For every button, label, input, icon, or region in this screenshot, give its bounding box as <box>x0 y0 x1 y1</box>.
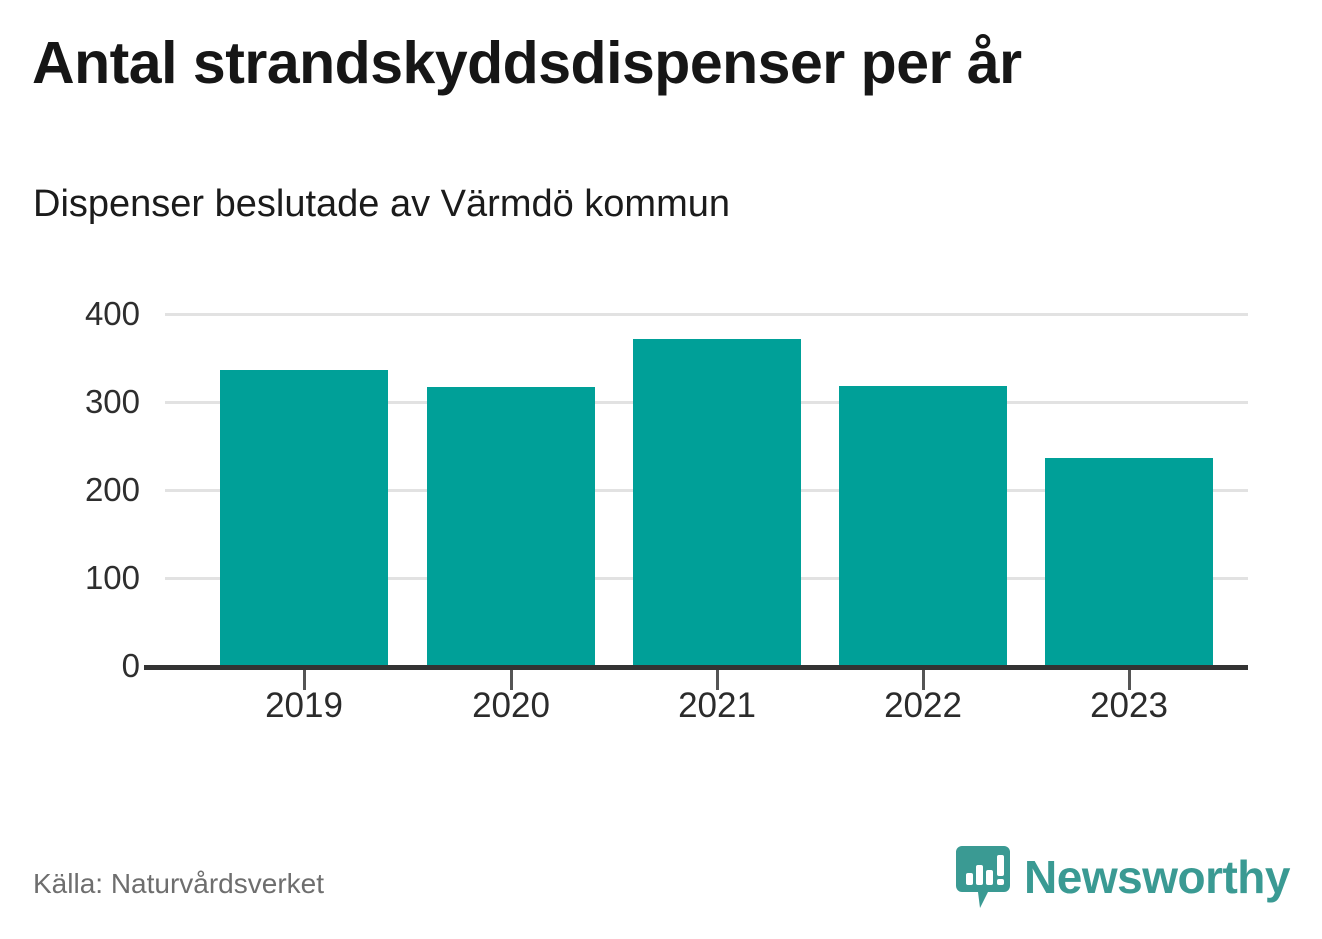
bar-2019[interactable] <box>220 370 388 665</box>
bar-2021[interactable] <box>633 339 801 665</box>
bar-2022[interactable] <box>839 386 1007 665</box>
x-axis-line <box>144 665 1248 670</box>
x-tick-2022 <box>922 670 925 690</box>
brand-name: Newsworthy <box>1024 851 1290 903</box>
bar-2023[interactable] <box>1045 458 1213 665</box>
y-tick-label-100: 100 <box>84 559 140 596</box>
x-tick-label-2021: 2021 <box>678 686 756 725</box>
x-tick-2021 <box>716 670 719 690</box>
page-title: Antal strandskyddsdispenser per år <box>32 30 1022 96</box>
gridline-400 <box>165 313 1248 316</box>
x-tick-label-2023: 2023 <box>1090 686 1168 725</box>
newsworthy-bars-speech-bubble-icon <box>956 846 1011 908</box>
x-tick-2019 <box>303 670 306 690</box>
x-tick-2020 <box>510 670 513 690</box>
source-note: Källa: Naturvårdsverket <box>33 868 325 899</box>
y-tick-label-300: 300 <box>84 383 140 420</box>
y-tick-label-200: 200 <box>84 471 140 508</box>
x-tick-label-2020: 2020 <box>472 686 550 725</box>
x-tick-label-2022: 2022 <box>884 686 962 725</box>
chart-subtitle: Dispenser beslutade av Värmdö kommun <box>33 183 731 225</box>
x-tick-2023 <box>1128 670 1131 690</box>
bar-2020[interactable] <box>427 387 595 665</box>
x-tick-label-2019: 2019 <box>265 686 343 725</box>
y-tick-label-0: 0 <box>121 647 140 684</box>
y-tick-label-400: 400 <box>84 295 140 332</box>
brand-logo: Newsworthy <box>956 846 1290 908</box>
